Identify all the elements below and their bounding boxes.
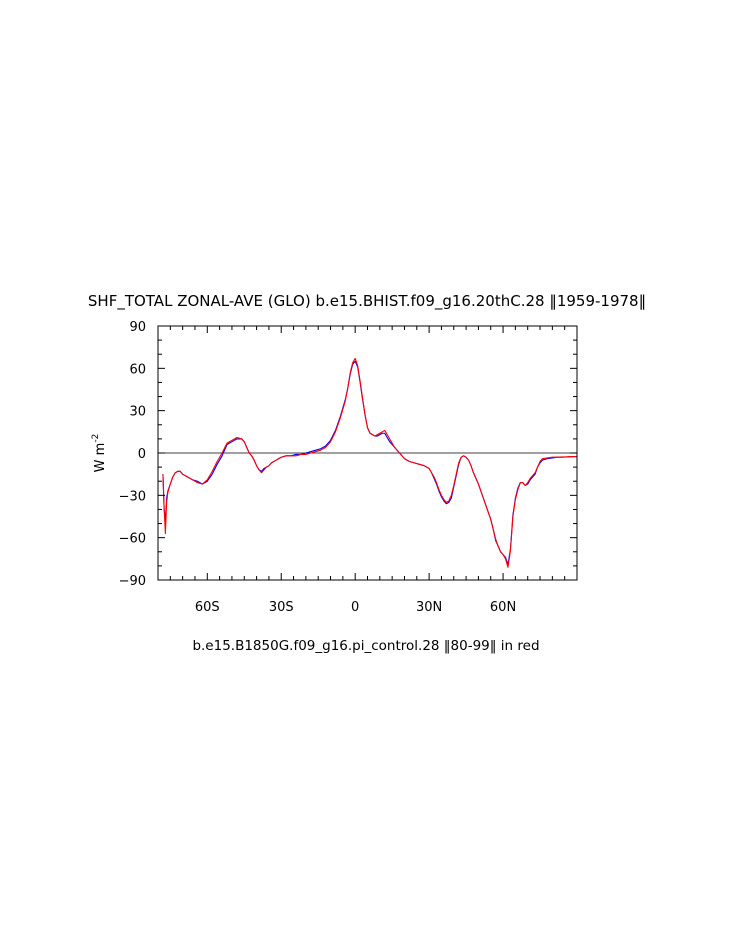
x-tick-label: 30N (416, 600, 442, 615)
y-tick-label: −30 (119, 489, 146, 504)
y-axis-label: W m-2 (91, 434, 108, 473)
x-tick-label: 60N (490, 600, 516, 615)
y-axis-label-superscript: -2 (91, 434, 101, 443)
x-tick-label: 60S (195, 600, 220, 615)
y-tick-label: 0 (138, 447, 146, 462)
y-axis-label-text: W m (93, 443, 108, 473)
x-tick-label: 0 (351, 600, 359, 615)
y-tick-label: 30 (129, 405, 146, 420)
plot-area: 60S 30S 0 30N 60N −90 −60 −30 0 30 60 90 (119, 320, 578, 615)
series-line-1 (162, 360, 578, 566)
y-tick-label: 90 (129, 320, 146, 335)
y-tick-label: 60 (129, 362, 146, 377)
x-tick-label: 30S (269, 600, 294, 615)
series-line-2 (162, 357, 577, 568)
y-tick-label: −60 (119, 532, 146, 547)
y-tick-label: −90 (119, 574, 146, 589)
svg-text:W m-2: W m-2 (91, 434, 108, 473)
chart-title: SHF_TOTAL ZONAL-AVE (GLO) b.e15.BHIST.f0… (88, 292, 646, 311)
chart-subtitle: b.e15.B1850G.f09_g16.pi_control.28 ‖80-9… (192, 638, 539, 654)
